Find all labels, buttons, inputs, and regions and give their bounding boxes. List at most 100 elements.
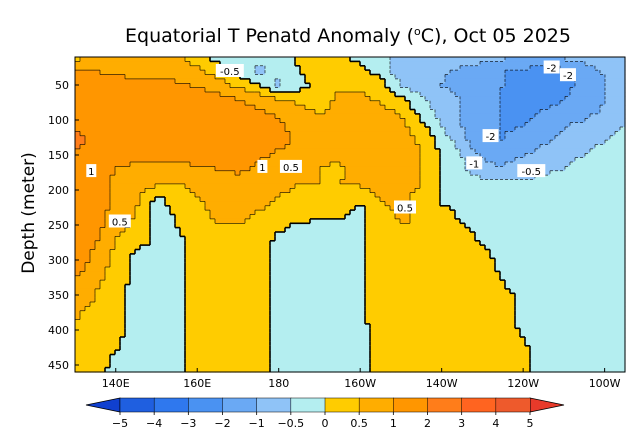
field-cell	[130, 157, 136, 163]
field-cell	[440, 192, 446, 198]
field-cell	[380, 83, 386, 89]
field-cell	[140, 83, 146, 89]
field-cell	[280, 188, 286, 194]
field-cell	[550, 245, 556, 251]
field-cell	[105, 140, 111, 146]
field-cell	[300, 140, 306, 146]
field-cell	[90, 197, 96, 202]
field-cell	[575, 227, 581, 233]
field-cell	[115, 65, 121, 71]
field-cell	[425, 113, 431, 119]
field-cell	[175, 210, 181, 216]
field-cell	[455, 175, 461, 181]
field-cell	[340, 65, 346, 71]
field-cell	[305, 96, 311, 102]
field-cell	[245, 109, 251, 115]
field-cell	[620, 240, 626, 246]
field-cell	[515, 232, 521, 237]
field-cell	[515, 144, 521, 150]
field-cell	[485, 61, 491, 67]
field-cell	[620, 162, 626, 167]
field-cell	[110, 188, 116, 194]
field-cell	[460, 175, 466, 181]
field-cell	[405, 183, 411, 189]
field-cell	[85, 214, 91, 220]
field-cell	[340, 113, 346, 119]
field-cell	[575, 105, 581, 111]
field-cell	[335, 83, 341, 89]
field-cell	[595, 166, 601, 172]
field-cell	[420, 223, 426, 229]
field-cell	[80, 148, 86, 154]
field-cell	[155, 135, 161, 141]
field-cell	[285, 105, 291, 111]
field-cell	[150, 87, 156, 93]
field-cell	[375, 113, 381, 119]
field-cell	[145, 153, 151, 159]
field-cell	[475, 218, 481, 224]
field-cell	[85, 236, 91, 242]
field-cell	[145, 162, 151, 167]
field-cell	[610, 83, 616, 89]
field-cell	[445, 148, 451, 154]
field-cell	[330, 70, 336, 76]
field-cell	[620, 105, 626, 111]
field-cell	[355, 179, 361, 185]
field-cell	[450, 236, 456, 242]
field-cell	[260, 105, 266, 111]
field-cell	[605, 61, 611, 67]
field-cell	[185, 240, 191, 246]
field-cell	[210, 61, 216, 67]
field-cell	[510, 197, 516, 202]
field-cell	[160, 170, 166, 176]
field-cell	[480, 249, 486, 255]
field-cell	[195, 70, 201, 76]
field-cell	[525, 148, 531, 154]
field-cell	[185, 223, 191, 229]
field-cell	[260, 74, 266, 80]
field-cell	[270, 140, 276, 146]
field-cell	[605, 140, 611, 146]
field-cell	[255, 135, 261, 141]
field-cell	[255, 197, 261, 202]
field-cell	[330, 179, 336, 185]
field-cell	[140, 183, 146, 189]
field-cell	[360, 197, 366, 202]
field-cell	[420, 96, 426, 102]
field-cell	[490, 92, 496, 97]
field-cell	[575, 157, 581, 163]
field-cell	[390, 201, 396, 207]
field-cell	[440, 109, 446, 115]
field-cell	[620, 57, 626, 62]
field-cell	[525, 83, 531, 89]
field-cell	[475, 135, 481, 141]
field-cell	[355, 223, 361, 229]
field-cell	[565, 205, 571, 211]
field-cell	[535, 92, 541, 97]
field-cell	[125, 140, 131, 146]
field-cell	[290, 223, 296, 229]
field-cell	[155, 144, 161, 150]
field-cell	[360, 131, 366, 137]
field-cell	[595, 127, 601, 132]
field-cell	[610, 197, 616, 202]
field-cell	[450, 166, 456, 172]
field-cell	[325, 127, 331, 132]
field-cell	[190, 245, 196, 251]
field-cell	[370, 175, 376, 181]
field-cell	[505, 153, 511, 159]
field-cell	[415, 135, 421, 141]
field-cell	[335, 87, 341, 93]
field-cell	[85, 113, 91, 119]
field-cell	[400, 175, 406, 181]
field-cell	[375, 127, 381, 132]
field-cell	[410, 214, 416, 220]
field-cell	[520, 249, 526, 255]
field-cell	[470, 245, 476, 251]
field-cell	[295, 87, 301, 93]
field-cell	[120, 83, 126, 89]
field-cell	[355, 175, 361, 181]
field-cell	[350, 201, 356, 207]
field-cell	[250, 197, 256, 202]
field-cell	[345, 131, 351, 137]
